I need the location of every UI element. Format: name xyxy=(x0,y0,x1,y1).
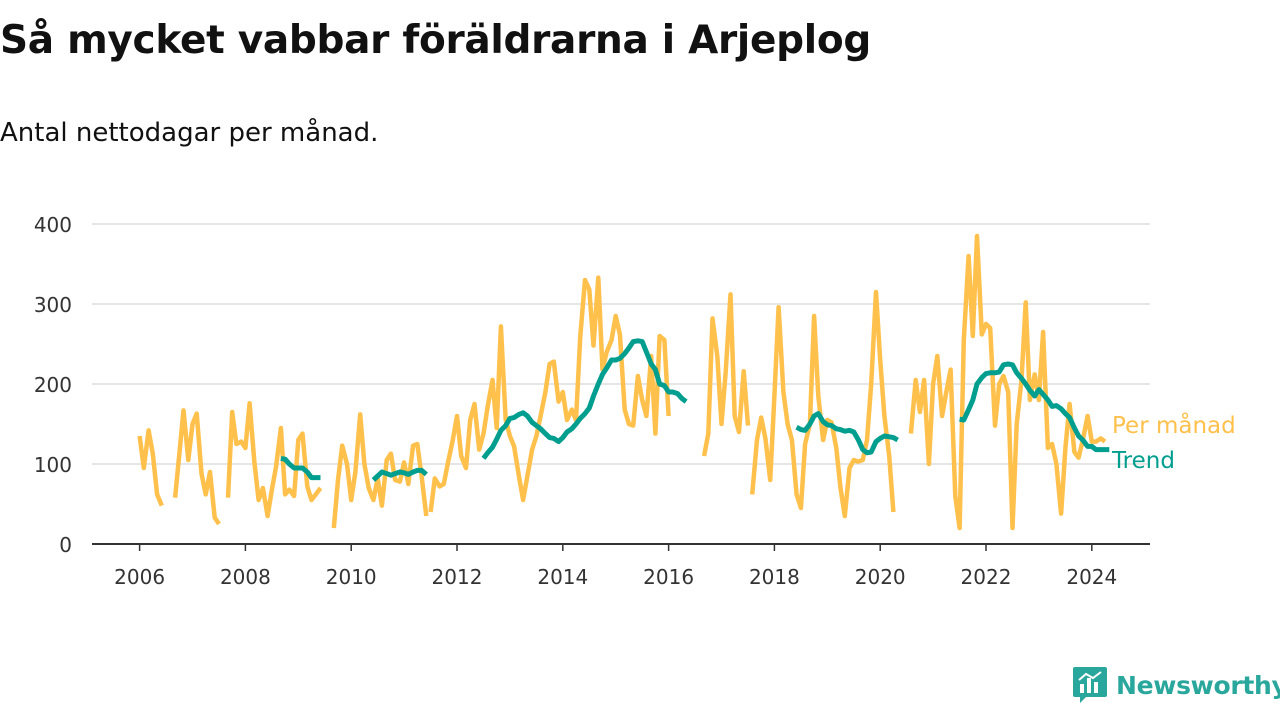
series-per-manad-line xyxy=(172,408,221,526)
x-tick-label: 2006 xyxy=(114,565,165,589)
series-trend-line xyxy=(481,338,688,460)
x-tick-label: 2022 xyxy=(961,565,1012,589)
x-tick-label: 2018 xyxy=(749,565,800,589)
chart-logo-icon xyxy=(1073,667,1107,703)
brand-logo[interactable]: Newsworthy xyxy=(1072,664,1280,706)
legend-label-trend: Trend xyxy=(1111,448,1175,474)
x-tick-label: 2010 xyxy=(326,565,377,589)
chart-title: Så mycket vabbar föräldrarna i Arjeplog xyxy=(0,18,871,63)
y-tick-label: 200 xyxy=(34,373,72,397)
x-tick-label: 2020 xyxy=(855,565,906,589)
series-trend-line xyxy=(795,411,899,456)
y-tick-label: 300 xyxy=(34,293,72,317)
brand-name: Newsworthy xyxy=(1116,670,1280,700)
series-per-manad-line xyxy=(701,292,751,457)
series-per-manad-line xyxy=(225,400,323,519)
series-trend-line xyxy=(371,467,428,482)
series-per-manad-line xyxy=(749,289,896,519)
x-tick-label: 2016 xyxy=(643,565,694,589)
x-tick-label: 2024 xyxy=(1066,565,1117,589)
series-per-manad-line xyxy=(428,275,671,513)
series-trend-line xyxy=(280,455,321,481)
y-tick-label: 0 xyxy=(59,533,72,557)
x-tick-label: 2008 xyxy=(220,565,271,589)
series-per-manad-line xyxy=(137,428,164,507)
x-tick-label: 2012 xyxy=(432,565,483,589)
series-per-manad-line xyxy=(331,412,429,529)
y-tick-label: 400 xyxy=(34,213,72,237)
x-tick-label: 2014 xyxy=(537,565,588,589)
chart-subtitle: Antal nettodagar per månad. xyxy=(0,118,379,148)
series-per-manad-line xyxy=(908,233,1107,531)
series-trend-line xyxy=(959,361,1110,453)
y-tick-label: 100 xyxy=(34,453,72,477)
legend-label-per-manad: Per månad xyxy=(1112,411,1236,439)
